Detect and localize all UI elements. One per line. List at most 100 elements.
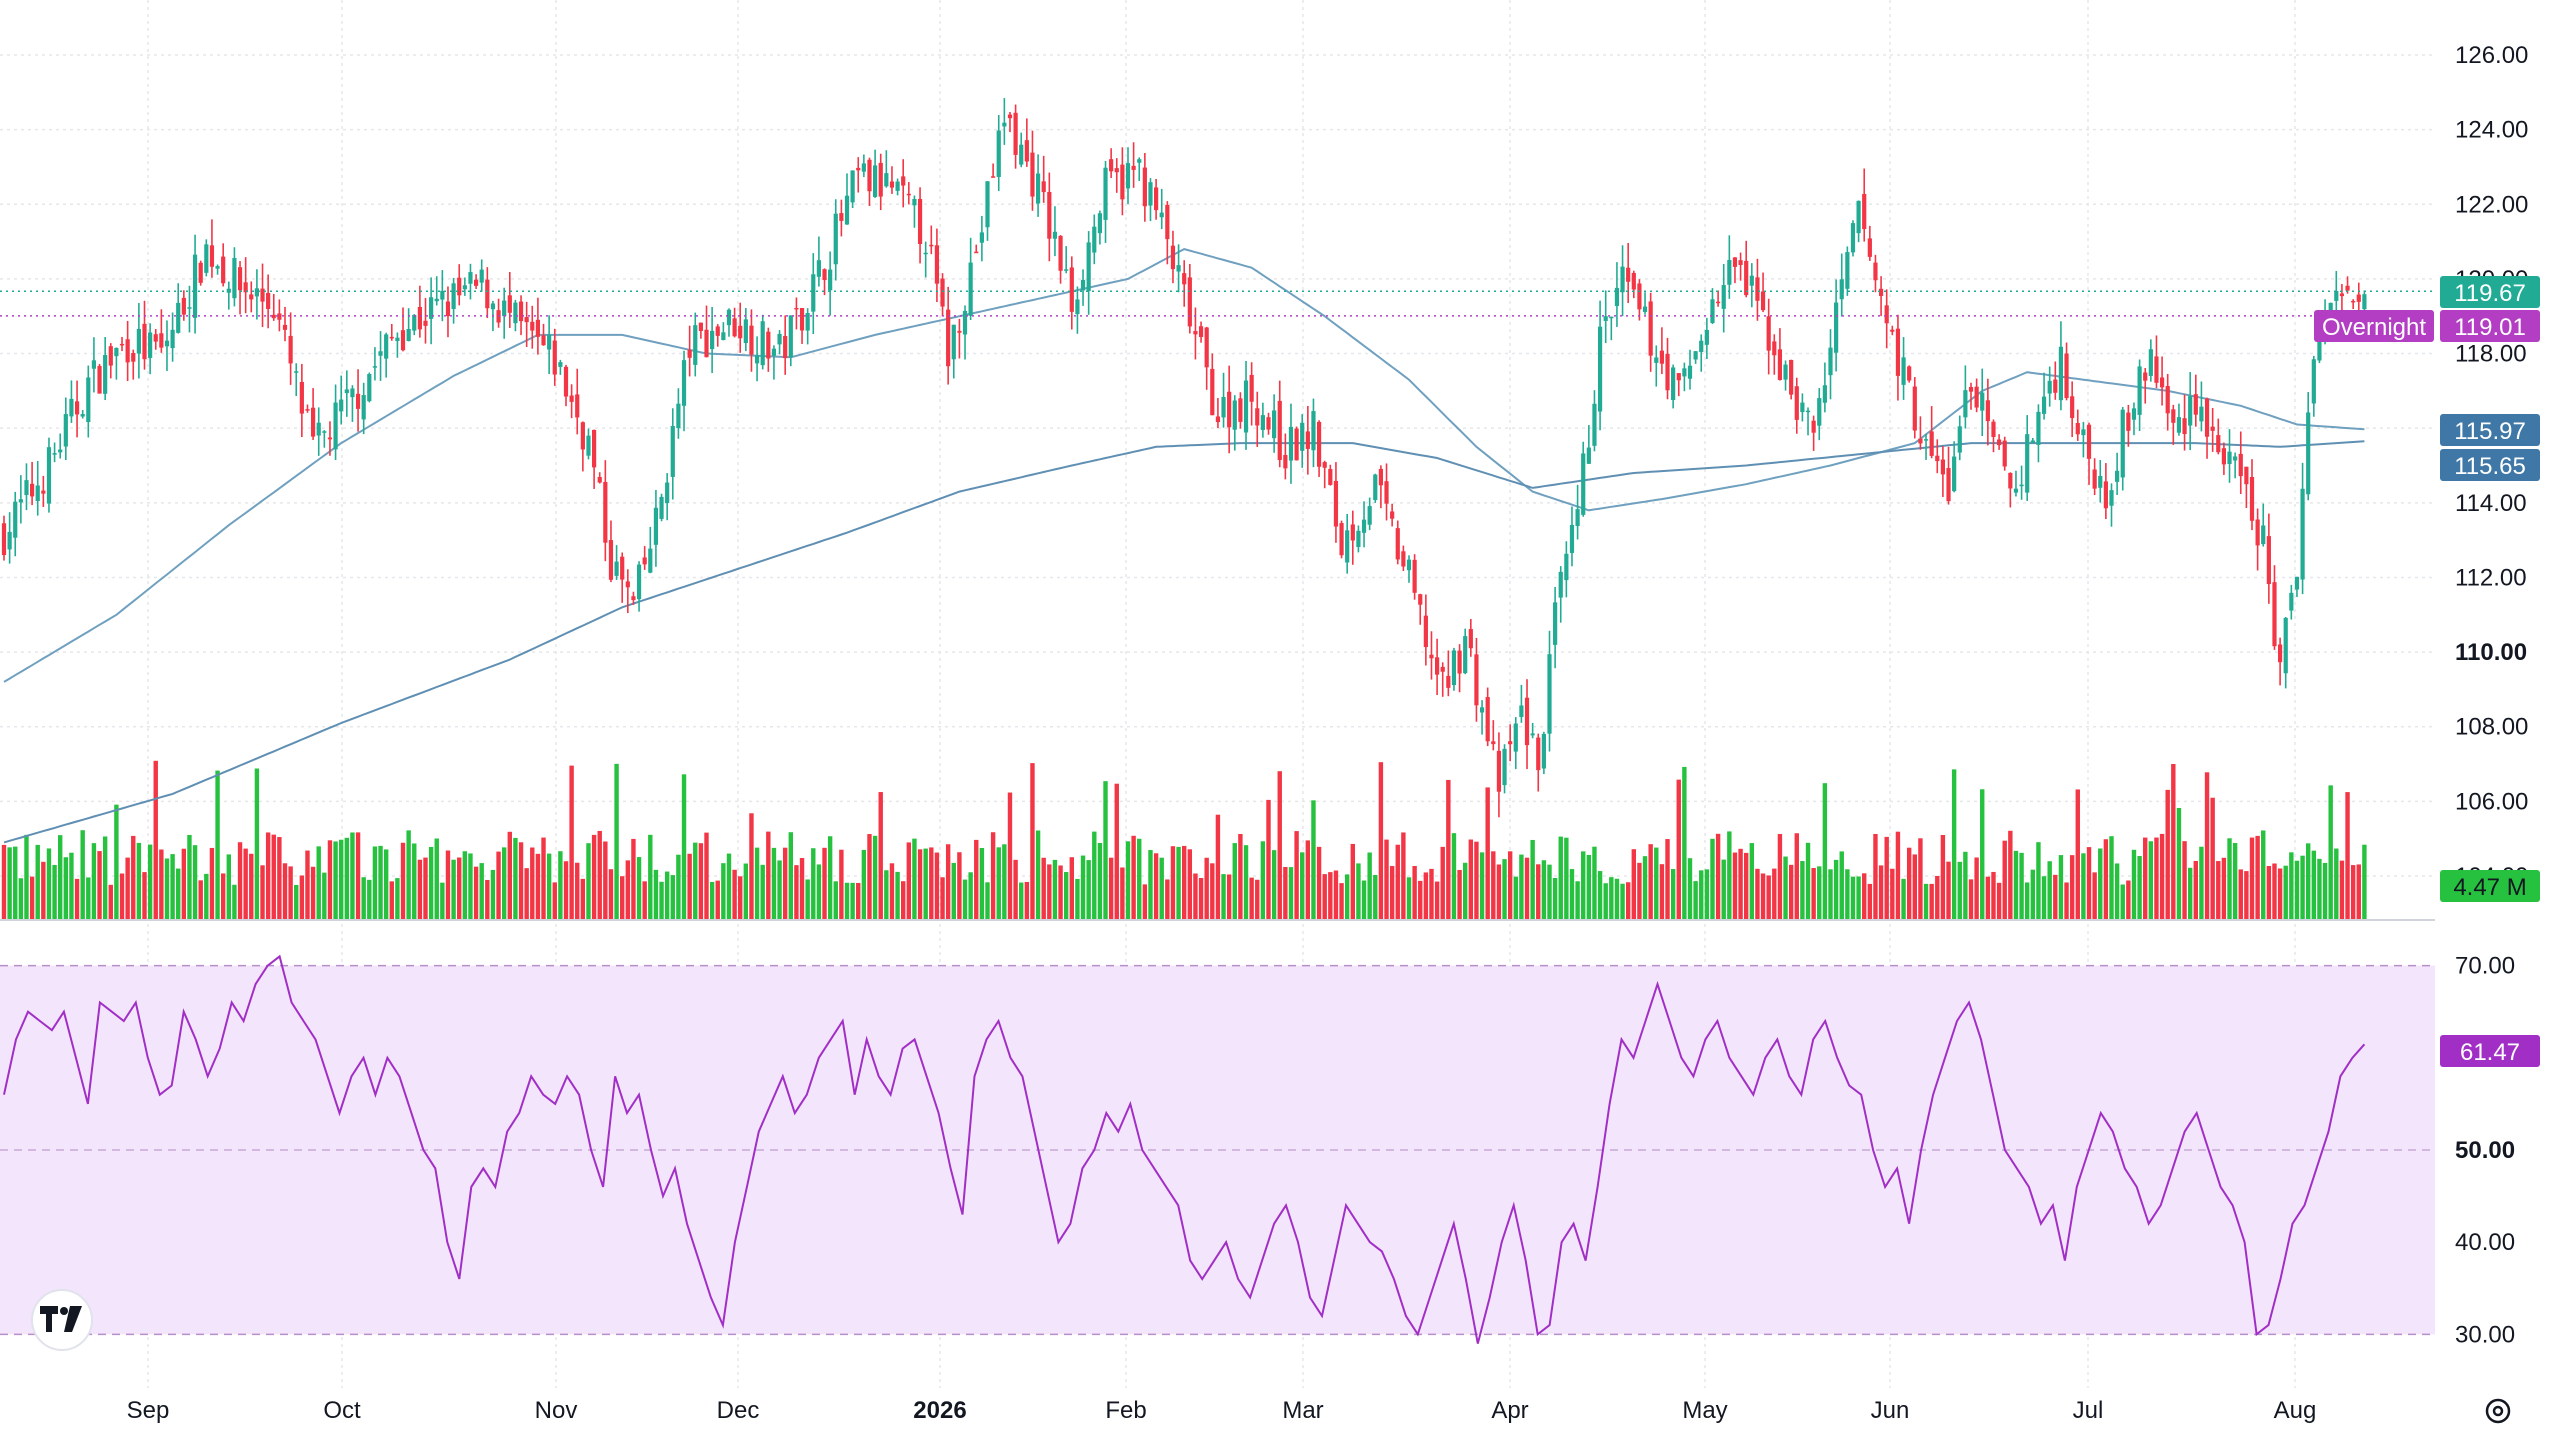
volume-bar: [2081, 853, 2086, 920]
volume-bar: [906, 842, 912, 920]
candle-body: [423, 320, 428, 326]
candle-body: [305, 409, 310, 411]
volume-bar: [597, 830, 602, 920]
candle-body: [1918, 438, 1923, 444]
volume-bar: [591, 834, 597, 920]
volume-bar: [732, 869, 737, 920]
volume-bar: [1434, 881, 1440, 920]
volume-bar: [1654, 847, 1659, 920]
volume-bar: [2244, 871, 2249, 920]
volume-bar: [395, 878, 400, 920]
candle-body: [237, 267, 243, 291]
candle-body: [2227, 451, 2232, 464]
time-tick-label: 2026: [913, 1397, 966, 1424]
candle-body: [164, 340, 170, 347]
gear-icon[interactable]: [2485, 1398, 2511, 1424]
candle-body: [839, 213, 844, 221]
volume-bar: [333, 841, 338, 920]
volume-bar: [1963, 851, 1968, 920]
volume-bar: [1620, 883, 1625, 920]
price-tick-label: 126.00: [2455, 42, 2528, 69]
candle-body: [1772, 341, 1777, 356]
volume-bar: [69, 852, 74, 920]
candle-body: [288, 335, 293, 364]
volume-bar: [265, 832, 271, 920]
candle-body: [1828, 347, 1833, 376]
candle-body: [1019, 144, 1024, 165]
volume-bar: [1226, 874, 1232, 920]
time-axis[interactable]: Sep Oct Nov Dec 2026 Feb Mar Apr May Jun Jul Aug: [127, 1397, 2317, 1424]
time-tick-label: Nov: [535, 1397, 578, 1424]
candle-body: [951, 324, 956, 360]
candle-body: [979, 232, 984, 243]
volume-bar: [204, 873, 209, 920]
candle-body: [2339, 293, 2345, 297]
volume-bar: [2002, 840, 2007, 920]
candle-body: [1822, 385, 1827, 403]
candle-body: [1968, 387, 1974, 392]
rsi-tick-label: 50.00: [2455, 1137, 2515, 1164]
volume-bar: [1631, 849, 1636, 920]
candle-body: [2210, 426, 2215, 431]
volume-bar: [782, 847, 788, 920]
volume-bar: [1811, 867, 1816, 920]
candle-body: [490, 303, 496, 310]
candle-body: [513, 302, 518, 324]
volume-bar: [181, 848, 187, 920]
volume-bar: [80, 830, 85, 920]
volume-bar: [1513, 876, 1518, 920]
volume-bar: [1271, 850, 1277, 920]
volume-bar: [2041, 876, 2047, 920]
volume-bar: [1659, 864, 1665, 920]
candle-body: [912, 198, 917, 206]
volume-bar: [1238, 833, 1243, 920]
candle-body: [1468, 629, 1473, 649]
volume-bar: [2171, 764, 2176, 920]
volume-bar: [1890, 868, 1895, 920]
candle-body: [1097, 213, 1102, 234]
candle-body: [962, 310, 968, 335]
volume-bar: [1772, 868, 1777, 920]
candle-body: [1142, 167, 1147, 207]
volume-bar: [1536, 864, 1541, 920]
volume-bar: [468, 853, 473, 920]
candle-body: [1609, 316, 1614, 319]
candle-body: [1401, 551, 1406, 567]
volume-bar: [524, 868, 529, 920]
candle-body: [597, 476, 602, 483]
price-tick-label: 124.00: [2455, 117, 2528, 144]
candle-body: [350, 388, 355, 398]
volume-bar: [1468, 839, 1474, 920]
candle-body: [2120, 409, 2125, 478]
candle-body: [1182, 273, 1187, 285]
candle-body: [114, 347, 119, 357]
volume-bar: [1783, 856, 1788, 920]
candle-body: [1597, 326, 1603, 412]
volume-bar: [147, 844, 153, 920]
candle-body: [2148, 349, 2153, 376]
volume-bar: [1817, 866, 1822, 920]
volume-bar: [434, 838, 439, 920]
volume-bar: [754, 847, 760, 920]
tradingview-logo[interactable]: [31, 1289, 93, 1351]
volume-bar: [2092, 872, 2097, 920]
volume-bar: [867, 834, 872, 920]
candle-body: [1738, 260, 1743, 265]
volume-bar: [2266, 866, 2272, 920]
volume-bar: [1980, 789, 1985, 920]
volume-bar: [2255, 835, 2260, 920]
candle-body: [1159, 212, 1164, 218]
volume-bar: [1670, 869, 1676, 920]
candle-body: [603, 481, 608, 543]
volume-bar: [1013, 859, 1018, 920]
candle-body: [462, 285, 467, 290]
candle-body: [1406, 559, 1412, 571]
candle-body: [1710, 299, 1715, 323]
candle-body: [457, 277, 462, 296]
candle-body: [1007, 114, 1013, 119]
volume-bar: [170, 854, 175, 920]
candle-body: [451, 283, 456, 309]
volume-bar: [586, 843, 591, 920]
